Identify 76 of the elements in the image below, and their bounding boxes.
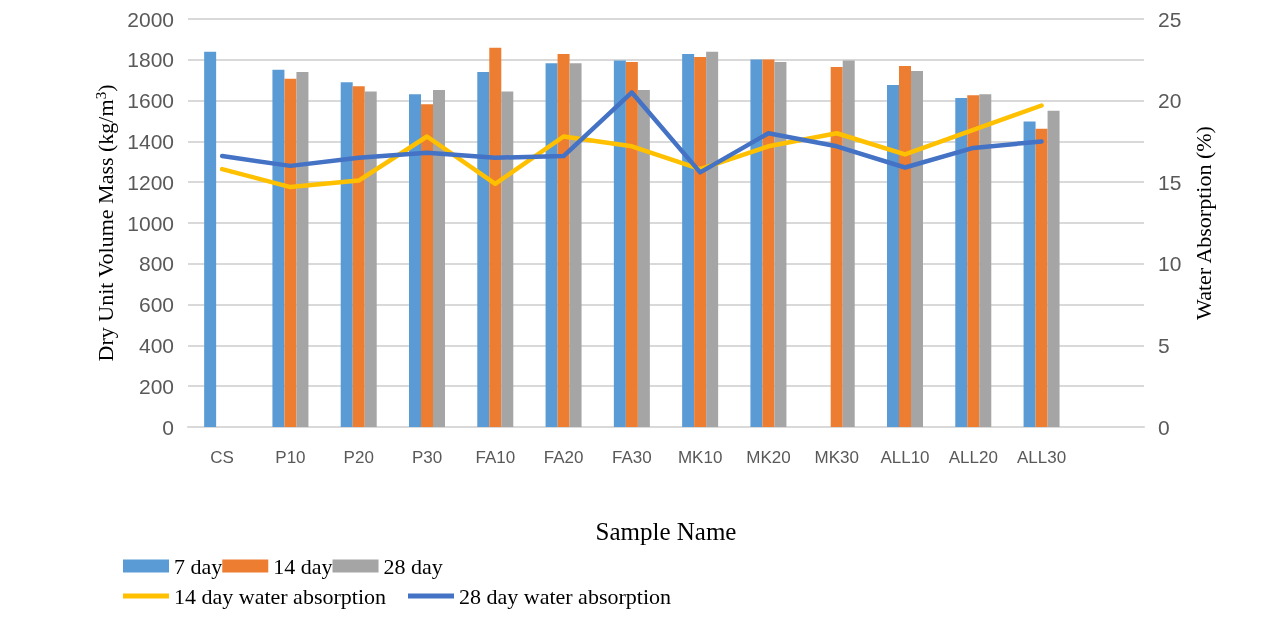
bar [272, 69, 285, 427]
y-axis-title: Dry Unit Volume Mass (kg/m3) [92, 84, 118, 362]
y-tick-label: 1800 [127, 48, 174, 72]
y-tick-label: 400 [138, 333, 174, 357]
bar [682, 54, 695, 427]
y-tick-label: 1400 [127, 129, 174, 153]
y-tick-label: 1600 [127, 89, 174, 113]
y2-tick-label: 15 [1158, 170, 1182, 194]
y2-tick-label: 0 [1158, 415, 1170, 439]
x-tick-label: ALL20 [948, 448, 998, 467]
bar [887, 85, 899, 427]
y2-tick-label: 10 [1158, 252, 1182, 276]
bar [762, 59, 775, 427]
bar [204, 51, 217, 427]
y2-tick-label: 25 [1158, 7, 1182, 31]
bar [613, 60, 626, 427]
bar [830, 66, 843, 427]
bar [967, 95, 980, 427]
y-tick-label: 2000 [127, 7, 174, 31]
bar [557, 54, 570, 427]
y-tick-label: 800 [138, 252, 174, 276]
bar [979, 94, 992, 427]
bar [409, 94, 421, 427]
bar [694, 56, 707, 427]
x-tick-label: FA30 [612, 448, 652, 467]
bar [899, 65, 911, 427]
x-tick-label: FA10 [475, 448, 516, 467]
bar [284, 78, 297, 427]
x-tick-label: ALL10 [880, 448, 930, 467]
bar [352, 86, 365, 427]
bar [569, 63, 582, 427]
y-tick-label: 0 [162, 415, 174, 439]
bar [842, 60, 855, 427]
bar [501, 91, 514, 427]
y-tick-label: 600 [138, 293, 174, 317]
legend-label: 28 day [383, 553, 443, 579]
x-tick-label: CS [210, 448, 234, 467]
bar [340, 82, 353, 427]
bar [955, 97, 968, 427]
x-tick-label: ALL30 [1016, 448, 1067, 467]
line-series [219, 90, 1044, 175]
legend-label: 14 day [273, 553, 333, 579]
bar [477, 72, 490, 427]
legend-label: 14 day water absorption [174, 583, 386, 609]
bar [1023, 121, 1036, 427]
bar [296, 72, 309, 427]
bar [489, 47, 502, 427]
bar [364, 91, 377, 427]
bar [421, 104, 433, 427]
y-tick-label: 200 [138, 374, 174, 398]
bar [625, 62, 638, 427]
bar [545, 63, 558, 427]
bar [911, 71, 923, 427]
x-axis-title: Sample Name [595, 518, 737, 545]
x-tick-label: MK30 [814, 448, 859, 467]
x-tick-label: P20 [343, 448, 374, 467]
x-tick-label: P30 [411, 448, 443, 467]
x-tick-label: P10 [275, 448, 306, 467]
y2-axis-title: Water Absorption (%) [1190, 126, 1216, 320]
bar [433, 89, 445, 427]
bar [1035, 128, 1048, 427]
x-tick-label: MK10 [677, 448, 723, 467]
y2-tick-label: 5 [1158, 333, 1170, 357]
bar [1047, 110, 1060, 427]
x-tick-label: MK20 [746, 448, 791, 467]
bar [637, 89, 650, 427]
y-tick-label: 1200 [127, 170, 174, 194]
bar [750, 59, 763, 427]
legend-label: 28 day water absorption [459, 583, 671, 609]
y2-tick-label: 20 [1158, 89, 1182, 113]
line-series [219, 103, 1044, 190]
x-tick-label: FA20 [543, 448, 584, 467]
y-tick-label: 1000 [127, 211, 174, 235]
bar [706, 51, 719, 427]
legend-label: 7 day [174, 553, 223, 579]
bar [774, 62, 787, 427]
